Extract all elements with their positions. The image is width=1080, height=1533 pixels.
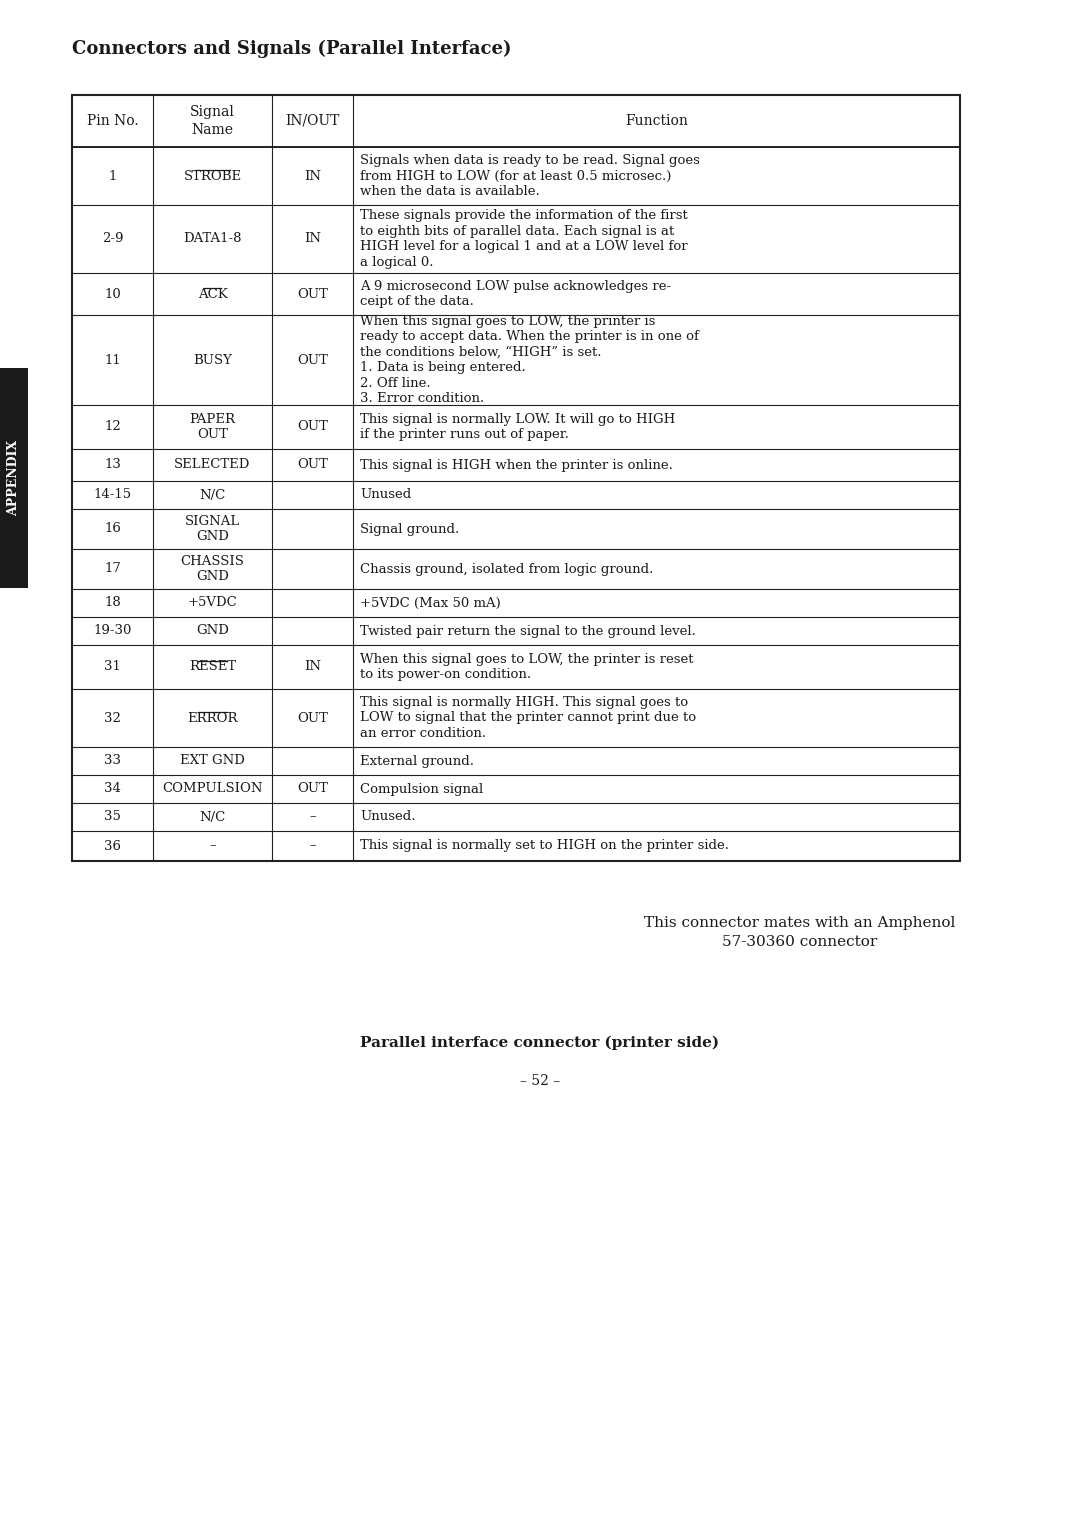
Text: 17: 17	[104, 563, 121, 575]
Text: 34: 34	[104, 782, 121, 796]
Text: 14-15: 14-15	[94, 489, 132, 501]
Text: Pin No.: Pin No.	[86, 113, 138, 127]
Text: A 9 microsecond LOW pulse acknowledges re-
ceipt of the data.: A 9 microsecond LOW pulse acknowledges r…	[360, 279, 671, 308]
Text: – 52 –: – 52 –	[519, 1075, 561, 1088]
Text: 1: 1	[108, 170, 117, 182]
Text: 16: 16	[104, 523, 121, 535]
Text: External ground.: External ground.	[360, 754, 474, 768]
Text: When this signal goes to LOW, the printer is reset
to its power-on condition.: When this signal goes to LOW, the printe…	[360, 653, 693, 681]
Text: Function: Function	[625, 113, 688, 127]
Text: CHASSIS
GND: CHASSIS GND	[180, 555, 244, 583]
Text: 18: 18	[104, 596, 121, 610]
Text: OUT: OUT	[297, 354, 328, 366]
Text: Twisted pair return the signal to the ground level.: Twisted pair return the signal to the gr…	[360, 624, 696, 638]
Text: SIGNAL
GND: SIGNAL GND	[185, 515, 240, 543]
Text: –: –	[309, 840, 315, 852]
Text: COMPULSION: COMPULSION	[162, 782, 262, 796]
Text: Unused.: Unused.	[360, 811, 416, 823]
Text: Connectors and Signals (Parallel Interface): Connectors and Signals (Parallel Interfa…	[72, 40, 512, 58]
Bar	[0, 368, 28, 589]
Text: IN: IN	[303, 661, 321, 673]
Text: 10: 10	[104, 288, 121, 300]
Text: ACK: ACK	[198, 288, 228, 300]
Text: This signal is normally HIGH. This signal goes to
LOW to signal that the printer: This signal is normally HIGH. This signa…	[360, 696, 697, 740]
Text: OUT: OUT	[297, 458, 328, 472]
Bar	[72, 95, 960, 862]
Text: 13: 13	[104, 458, 121, 472]
Text: Signal ground.: Signal ground.	[360, 523, 459, 535]
Text: 36: 36	[104, 840, 121, 852]
Text: This connector mates with an Amphenol
57-30360 connector: This connector mates with an Amphenol 57…	[644, 917, 955, 949]
Text: This signal is normally set to HIGH on the printer side.: This signal is normally set to HIGH on t…	[360, 840, 729, 852]
Text: DATA1-8: DATA1-8	[184, 233, 242, 245]
Text: 19-30: 19-30	[93, 624, 132, 638]
Text: N/C: N/C	[200, 811, 226, 823]
Text: This signal is normally LOW. It will go to HIGH
if the printer runs out of paper: This signal is normally LOW. It will go …	[360, 412, 675, 442]
Text: RESET: RESET	[189, 661, 237, 673]
Text: OUT: OUT	[297, 288, 328, 300]
Text: Parallel interface connector (printer side): Parallel interface connector (printer si…	[361, 1036, 719, 1050]
Text: These signals provide the information of the first
to eighth bits of parallel da: These signals provide the information of…	[360, 208, 688, 268]
Text: +5VDC: +5VDC	[188, 596, 238, 610]
Text: Signal
Name: Signal Name	[190, 106, 235, 136]
Text: When this signal goes to LOW, the printer is
ready to accept data. When the prin: When this signal goes to LOW, the printe…	[360, 314, 699, 405]
Text: STROBE: STROBE	[184, 170, 242, 182]
Text: –: –	[210, 840, 216, 852]
Text: ERROR: ERROR	[187, 711, 238, 725]
Text: EXT GND: EXT GND	[180, 754, 245, 768]
Text: OUT: OUT	[297, 711, 328, 725]
Text: 12: 12	[104, 420, 121, 434]
Text: IN: IN	[303, 233, 321, 245]
Text: OUT: OUT	[297, 782, 328, 796]
Text: Unused: Unused	[360, 489, 411, 501]
Text: 33: 33	[104, 754, 121, 768]
Text: SELECTED: SELECTED	[174, 458, 251, 472]
Text: –: –	[309, 811, 315, 823]
Text: BUSY: BUSY	[193, 354, 232, 366]
Text: This signal is HIGH when the printer is online.: This signal is HIGH when the printer is …	[360, 458, 673, 472]
Text: Compulsion signal: Compulsion signal	[360, 782, 483, 796]
Text: IN/OUT: IN/OUT	[285, 113, 340, 127]
Text: 32: 32	[104, 711, 121, 725]
Text: N/C: N/C	[200, 489, 226, 501]
Text: APPENDIX: APPENDIX	[8, 440, 21, 517]
Text: PAPER
OUT: PAPER OUT	[189, 412, 235, 442]
Text: 31: 31	[104, 661, 121, 673]
Text: GND: GND	[197, 624, 229, 638]
Text: 35: 35	[104, 811, 121, 823]
Text: 2-9: 2-9	[102, 233, 123, 245]
Text: 11: 11	[104, 354, 121, 366]
Text: +5VDC (Max 50 mA): +5VDC (Max 50 mA)	[360, 596, 501, 610]
Text: IN: IN	[303, 170, 321, 182]
Text: OUT: OUT	[297, 420, 328, 434]
Text: Signals when data is ready to be read. Signal goes
from HIGH to LOW (for at leas: Signals when data is ready to be read. S…	[360, 153, 700, 198]
Text: Chassis ground, isolated from logic ground.: Chassis ground, isolated from logic grou…	[360, 563, 653, 575]
